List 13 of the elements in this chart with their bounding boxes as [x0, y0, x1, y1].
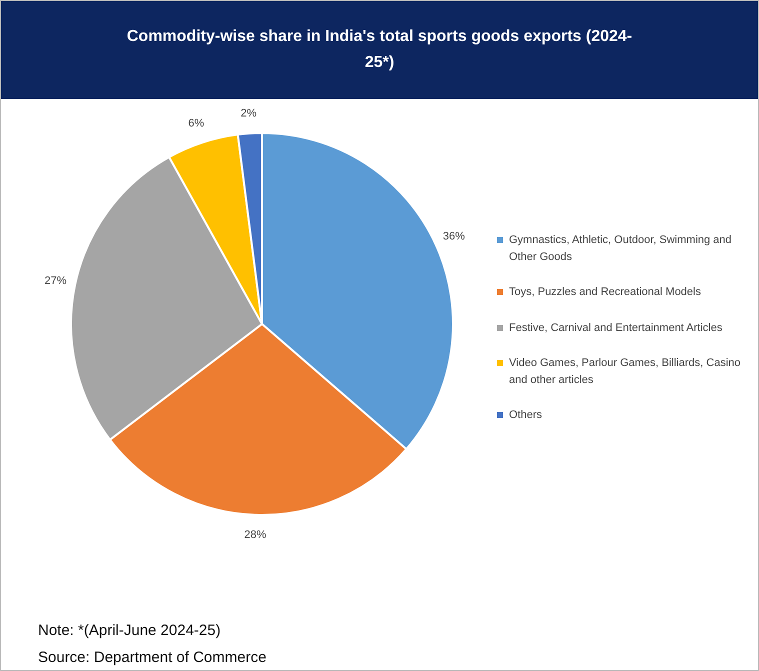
- data-label: 2%: [240, 107, 257, 120]
- legend-label: Video Games, Parlour Games, Billiards, Casino and other articles: [509, 356, 742, 388]
- legend-label: Gymnastics, Athletic, Outdoor, Swimming and Other Goods: [509, 233, 733, 264]
- data-label: 28%: [244, 528, 267, 541]
- chart-title: Commodity-wise share in India's total sports goods exports (2024-25*): [1, 1, 758, 99]
- legend-label: Festive, Carnival and Entertainment Articles: [509, 320, 722, 336]
- text: Note: *(April-June 2024-25): [38, 621, 222, 641]
- source-note: Source: Department of Commerce: [38, 648, 266, 668]
- legend-label: Others: [509, 408, 542, 423]
- data-label: 36%: [442, 230, 466, 242]
- data-label: 6%: [188, 118, 204, 130]
- data-label: 27%: [44, 274, 67, 287]
- legend-label: Toys, Puzzles and Recreational Models: [509, 285, 701, 300]
